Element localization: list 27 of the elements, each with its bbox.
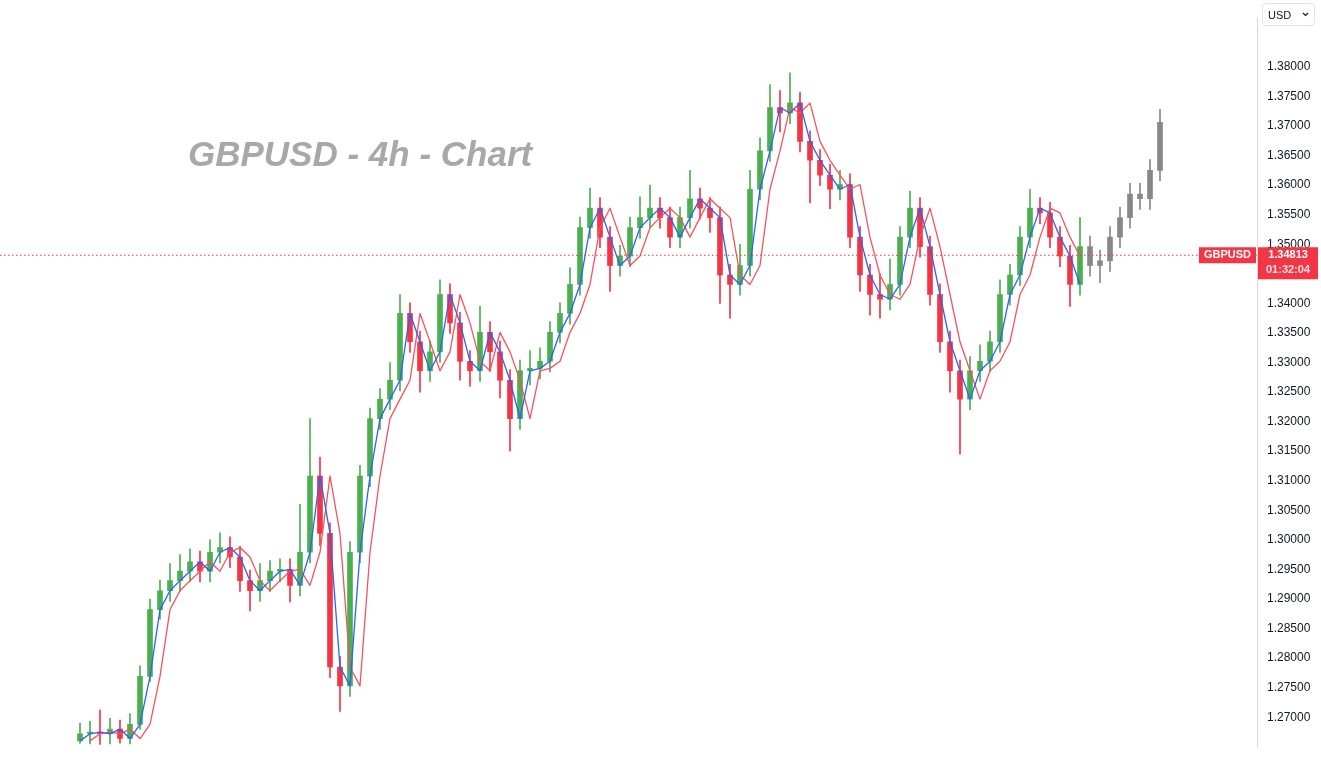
y-tick-label: 1.30500 [1267,502,1311,517]
y-tick-label: 1.35500 [1267,206,1311,221]
text: 1.34813 [1268,248,1308,261]
ref-line-label: GBPUSD [1203,248,1252,261]
y-tick-label: 1.37500 [1267,88,1311,103]
y-tick-label: 1.36000 [1267,177,1311,192]
y-tick-label: 1.34000 [1267,295,1311,310]
y-tick-label: 1.29000 [1267,591,1311,606]
y-tick-label: 1.27500 [1267,679,1311,694]
text: GBPUSD - 4h - Chart [188,134,534,173]
y-tick-label: 1.38000 [1267,59,1311,74]
y-tick-label: 1.32500 [1267,384,1311,399]
y-tick-label: 1.37000 [1267,118,1311,133]
y-tick-label: 1.28000 [1267,650,1311,665]
y-tick-label: 1.36500 [1267,147,1311,162]
currency-dropdown: USD [1262,3,1315,26]
y-tick-label: 1.28500 [1267,620,1311,635]
text: 01:32:04 [1265,263,1311,276]
y-tick-label: 1.33000 [1267,354,1311,369]
y-tick-label: 1.30000 [1267,532,1311,547]
y-tick-label: 1.33500 [1267,325,1311,340]
y-tick-label: 1.31500 [1267,443,1311,458]
y-tick-label: 1.32000 [1267,413,1311,428]
y-tick-label: 1.35000 [1267,236,1311,251]
y-tick-label: 1.29500 [1267,561,1311,576]
y-tick-label: 1.27000 [1267,709,1311,724]
y-tick-label: 1.31000 [1267,473,1311,488]
